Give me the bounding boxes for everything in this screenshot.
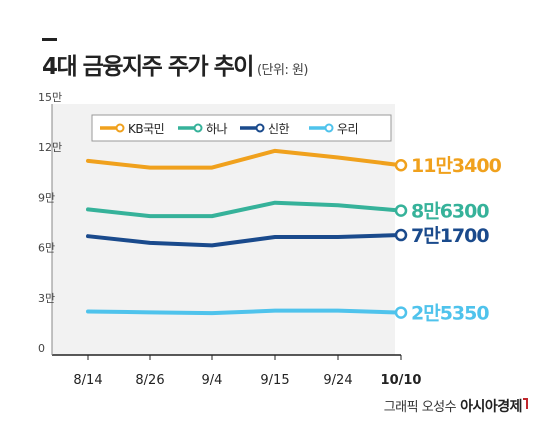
credit: 그래픽 오성수 아시아경제 <box>384 396 528 416</box>
end-point <box>394 204 408 217</box>
x-tick-label: 9/4 <box>202 373 223 388</box>
series-line <box>86 200 403 219</box>
legend-swatch-dot <box>115 123 125 133</box>
legend-swatch-dot <box>324 123 334 133</box>
y-tick-label: 3만 <box>38 292 55 305</box>
unit-note: (단위: 원) <box>256 63 309 78</box>
end-point <box>394 306 408 319</box>
x-tick-label: 8/26 <box>135 373 164 388</box>
legend-label: 하나 <box>206 122 228 136</box>
end-point <box>394 228 408 242</box>
chart-title: 4대 금융지주 주가 추이 (단위: 원) <box>42 47 309 81</box>
end-value-label: 2만5350 <box>411 303 489 325</box>
end-value-label: 11만3400 <box>411 155 502 177</box>
y-tick-label: 0 <box>38 342 45 355</box>
title-accent-bar <box>42 38 57 41</box>
y-tick-label: 12만 <box>38 141 62 154</box>
credit-text: 그래픽 오성수 <box>383 400 457 415</box>
x-tick-label: 9/24 <box>323 373 352 388</box>
legend-label: 우리 <box>337 122 358 136</box>
legend-label: 신한 <box>268 122 290 136</box>
series-line <box>86 233 403 248</box>
legend-label: KB국민 <box>128 122 164 136</box>
brand-mark-icon <box>523 398 528 409</box>
series-line <box>86 148 403 170</box>
end-value-label: 8만6300 <box>411 201 489 223</box>
y-tick-label: 15만 <box>38 91 62 104</box>
x-tick-label: 8/14 <box>73 373 102 388</box>
y-tick-label: 9만 <box>38 191 55 204</box>
x-tick-label: 9/15 <box>260 373 289 388</box>
chart-title-text: 4대 금융지주 주가 추이 <box>42 54 254 80</box>
legend-swatch-dot <box>193 123 203 133</box>
plot-background <box>52 104 395 355</box>
x-tick-label: 10/10 <box>381 373 422 388</box>
series-line <box>86 308 403 316</box>
end-value-label: 7만1700 <box>411 225 489 247</box>
end-point <box>394 158 408 172</box>
y-tick-label: 6만 <box>38 242 55 255</box>
legend-swatch-dot <box>255 123 265 133</box>
brand-logo: 아시아경제 <box>460 399 522 415</box>
